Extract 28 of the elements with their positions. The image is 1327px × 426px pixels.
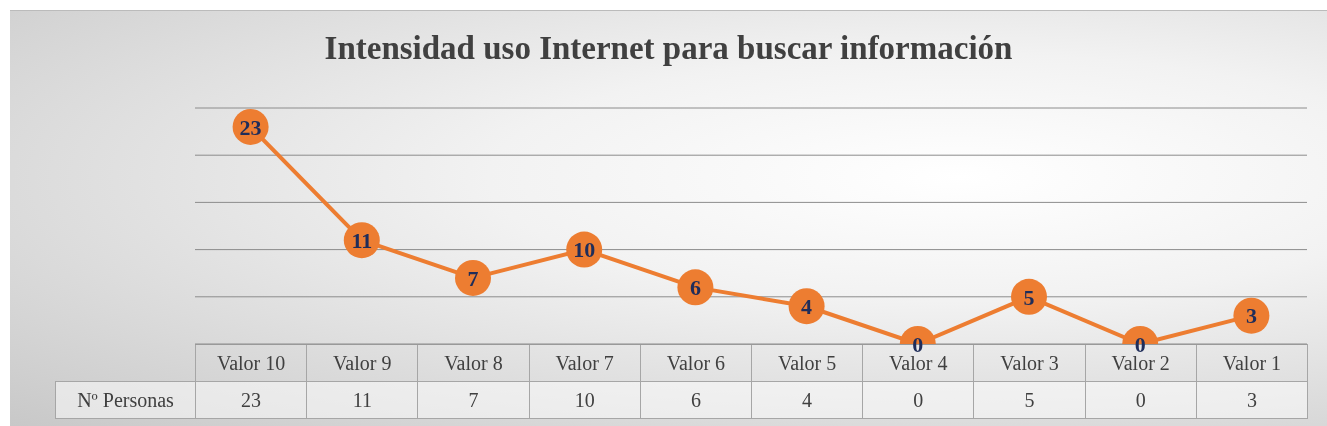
chart-title: Intensidad uso Internet para buscar información	[323, 30, 1014, 67]
data-label: 7	[417, 381, 530, 419]
x-tick-label: Valor 8	[417, 344, 530, 382]
x-tick-label: Valor 5	[751, 344, 864, 382]
text: Nº Personas	[55, 381, 196, 419]
data-label: 0	[1084, 381, 1197, 419]
annotation: 4	[801, 294, 813, 320]
annotation: 10	[573, 237, 596, 263]
annotation: 7	[467, 265, 479, 291]
annotation: 11	[351, 227, 373, 253]
annotation: 6	[689, 275, 701, 301]
x-tick-label: Valor 10	[195, 344, 308, 382]
data-label: 0	[862, 381, 975, 419]
data-label: 5	[973, 381, 1086, 419]
data-label: 23	[195, 381, 308, 419]
x-tick-label: Valor 9	[306, 344, 419, 382]
data-label: 10	[528, 381, 641, 419]
x-tick-label: Valor 6	[639, 344, 752, 382]
x-tick-label: Valor 3	[973, 344, 1086, 382]
data-label: 6	[639, 381, 752, 419]
annotation: 5	[1023, 284, 1035, 310]
data-label: 4	[751, 381, 864, 419]
data-label: 11	[306, 381, 419, 419]
annotation: 23	[239, 114, 262, 140]
x-tick-label: Valor 7	[528, 344, 641, 382]
x-tick-label: Valor 1	[1195, 344, 1308, 382]
annotation: 3	[1245, 303, 1257, 329]
data-label: 3	[1195, 381, 1308, 419]
